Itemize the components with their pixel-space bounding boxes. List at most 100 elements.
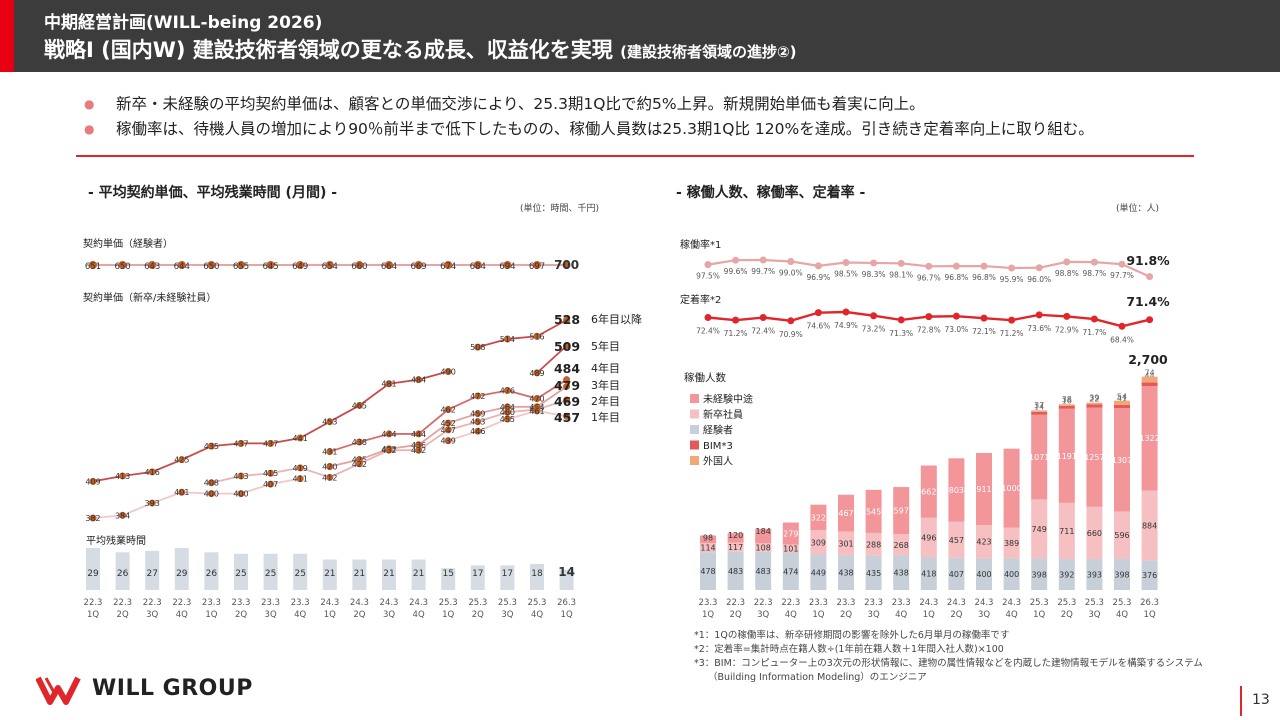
utilization-point <box>1008 264 1016 272</box>
headcount-value: 301 <box>838 540 853 549</box>
series-point <box>355 438 363 446</box>
divider <box>76 155 1194 157</box>
x-tick-label: 3Q <box>1088 610 1100 620</box>
series-point <box>444 426 452 434</box>
headcount-bar-segment <box>1086 402 1103 405</box>
headcount-value: 98 <box>703 533 713 542</box>
headcount-value: 44 <box>1145 372 1155 381</box>
headcount-label: 稼働人数 <box>684 371 726 384</box>
hours-bar <box>234 553 248 590</box>
headcount-value: 114 <box>700 544 715 553</box>
experienced-point <box>473 261 482 269</box>
footnote: *1：1Qの稼働率は、新卒研修期間の影響を除外した6月単月の稼働率です <box>694 630 1010 641</box>
series-value: 413 <box>233 472 248 481</box>
series-point <box>385 380 393 388</box>
experienced-point <box>148 261 157 269</box>
utilization-value: 98.3% <box>862 270 886 279</box>
series-line <box>92 477 301 519</box>
headcount-bar-segment <box>838 555 854 590</box>
utilization-value: 98.5% <box>834 270 858 279</box>
x-tick-label: 4Q <box>176 610 188 620</box>
x-tick-label: 25.3 <box>1085 598 1104 608</box>
series-value: 461 <box>529 407 544 416</box>
headcount-bar-segment <box>865 489 882 533</box>
headcount-value: 54 <box>1117 393 1127 402</box>
hours-bar <box>86 547 100 590</box>
headcount-value: 1257 <box>1084 453 1104 462</box>
series-value: 462 <box>441 406 456 415</box>
utilization-point <box>952 262 960 270</box>
series-value: 476 <box>500 387 515 396</box>
headcount-value: 288 <box>866 540 881 549</box>
series-value: 444 <box>411 430 426 439</box>
series-value: 490 <box>441 368 456 377</box>
x-tick-label: 23.3 <box>837 598 856 608</box>
x-tick-label: 26.3 <box>557 598 576 608</box>
series-value: 420 <box>322 462 337 471</box>
headcount-bar-segment <box>920 556 937 590</box>
headcount-value: 749 <box>1032 525 1047 534</box>
headcount-value: 596 <box>1114 531 1129 540</box>
headcount-bar-segment <box>893 534 910 556</box>
headcount-bar-segment <box>755 528 772 544</box>
headcount-bar-segment <box>976 453 992 525</box>
utilization-point <box>1146 273 1154 281</box>
headcount-bar-segment <box>700 543 716 553</box>
headcount-bar-segment <box>1114 511 1130 559</box>
headcount-value: 435 <box>866 569 881 578</box>
series-value: 453 <box>470 418 485 427</box>
headcount-bar-segment <box>893 555 910 590</box>
x-tick-label: 24.3 <box>919 598 938 608</box>
headcount-bar-segment <box>782 552 799 590</box>
experienced-point <box>177 261 186 269</box>
series-point <box>207 490 215 498</box>
hours-bar <box>115 552 130 590</box>
series-value: 472 <box>470 392 485 401</box>
x-tick-label: 1Q <box>702 610 714 620</box>
series-line <box>477 319 568 348</box>
legend-swatch <box>690 394 699 403</box>
headcount-value: 101 <box>783 545 798 554</box>
series-point <box>148 499 156 507</box>
experienced-value: 664 <box>381 262 397 272</box>
experienced-point <box>533 261 541 269</box>
bullet-item: 稼働率は、待機人員の増加により90％前半まで低下したものの、稼働人員数は25.3… <box>84 117 1234 142</box>
x-tick-label: 24.3 <box>320 598 339 608</box>
series-point <box>503 408 511 416</box>
x-tick-label: 22.3 <box>726 598 745 608</box>
retention-point <box>842 308 850 316</box>
x-tick-label: 25.3 <box>1030 598 1049 608</box>
headcount-bar-segment <box>1031 414 1048 500</box>
headcount-value: 483 <box>756 567 771 576</box>
headcount-bar-segment <box>782 544 799 553</box>
x-tick-label: 26.3 <box>1140 598 1159 608</box>
x-tick-label: 23.3 <box>261 598 280 608</box>
experienced-point <box>444 261 453 269</box>
experienced-value: 694 <box>499 262 515 272</box>
series-point <box>444 419 452 427</box>
headcount-value: 389 <box>1004 539 1019 548</box>
utilization-value: 96.9% <box>806 273 830 282</box>
series-value: 455 <box>500 415 515 424</box>
series-point <box>267 439 275 447</box>
series-point <box>89 514 97 522</box>
x-tick-label: 25.3 <box>1057 598 1076 608</box>
series-point <box>178 456 186 464</box>
retention-point <box>1035 311 1043 319</box>
right-unit-note: (単位：人) <box>1116 202 1159 214</box>
x-tick-label: 3Q <box>265 610 277 620</box>
series-value: 419 <box>293 464 308 473</box>
headcount-bar-segment <box>976 524 992 559</box>
headcount-value: 309 <box>811 538 826 547</box>
headcount-value: 457 <box>949 536 964 545</box>
hours-value: 25 <box>294 569 305 579</box>
retention-value: 72.8% <box>917 326 941 335</box>
headcount-value: 1071 <box>1029 453 1049 462</box>
series-point <box>296 475 304 483</box>
experienced-point <box>89 261 97 269</box>
headcount-bar-segment <box>1086 558 1103 590</box>
experienced-value: 655 <box>233 262 249 272</box>
hours-value: 27 <box>146 569 157 579</box>
x-tick-label: 22.3 <box>172 598 191 608</box>
